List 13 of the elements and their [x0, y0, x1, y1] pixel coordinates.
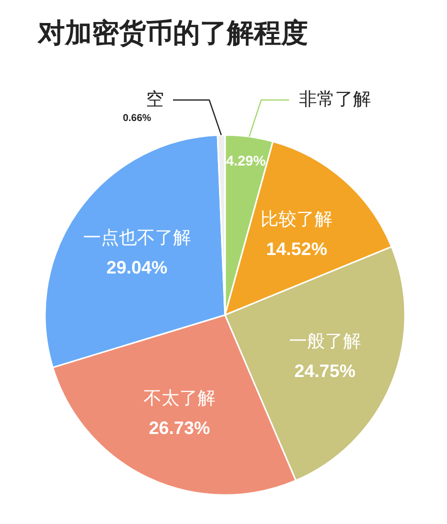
data-label: 29.04%: [106, 258, 168, 278]
slice-label: 非常了解: [299, 89, 371, 110]
slice-label: 空: [146, 89, 164, 110]
slice-label: 一点也不了解: [82, 228, 191, 249]
slice-label: 比较了解: [260, 209, 333, 230]
chart-title: 对加密货币的了解程度: [37, 18, 308, 49]
data-label: 0.66%: [122, 113, 152, 124]
data-label: 14.52%: [266, 239, 328, 260]
data-label: 24.75%: [294, 360, 356, 381]
data-label: 4.29%: [226, 152, 266, 169]
slice-label: 一般了解: [288, 330, 361, 352]
slice-label: 不太了解: [143, 388, 216, 409]
data-label: 26.73%: [148, 418, 210, 438]
